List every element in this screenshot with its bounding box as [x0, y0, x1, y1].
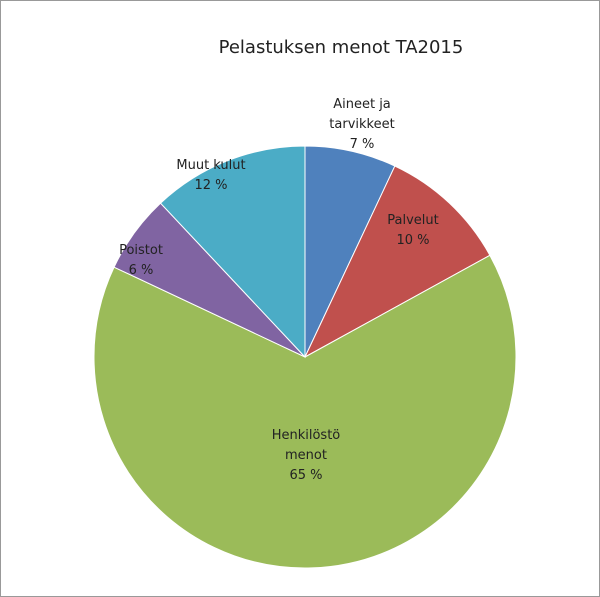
category-label: Palvelut [387, 213, 439, 228]
chart-title: Pelastuksen menot TA2015 [219, 37, 464, 58]
pie-slice [159, 145, 306, 359]
category-label: Henkilöstö menot [271, 428, 341, 463]
slice-label: Muut kulut 12 % [156, 156, 266, 196]
category-label: Aineet ja tarvikkeet [329, 97, 395, 132]
value-label: 6 % [128, 263, 154, 278]
slice-label: Aineet ja tarvikkeet 7 % [317, 95, 407, 155]
pie-slice [303, 165, 491, 359]
value-label: 7 % [349, 137, 375, 152]
slice-label: Poistot 6 % [96, 241, 186, 281]
slice-label: Palvelut 10 % [368, 211, 458, 251]
category-label: Muut kulut [176, 158, 246, 173]
value-label: 65 % [289, 468, 323, 483]
value-label: 12 % [194, 178, 228, 193]
category-label: Poistot [119, 243, 163, 258]
slice-label: Henkilöstö menot 65 % [266, 426, 346, 486]
value-label: 10 % [396, 233, 430, 248]
pie-slice [93, 254, 517, 569]
